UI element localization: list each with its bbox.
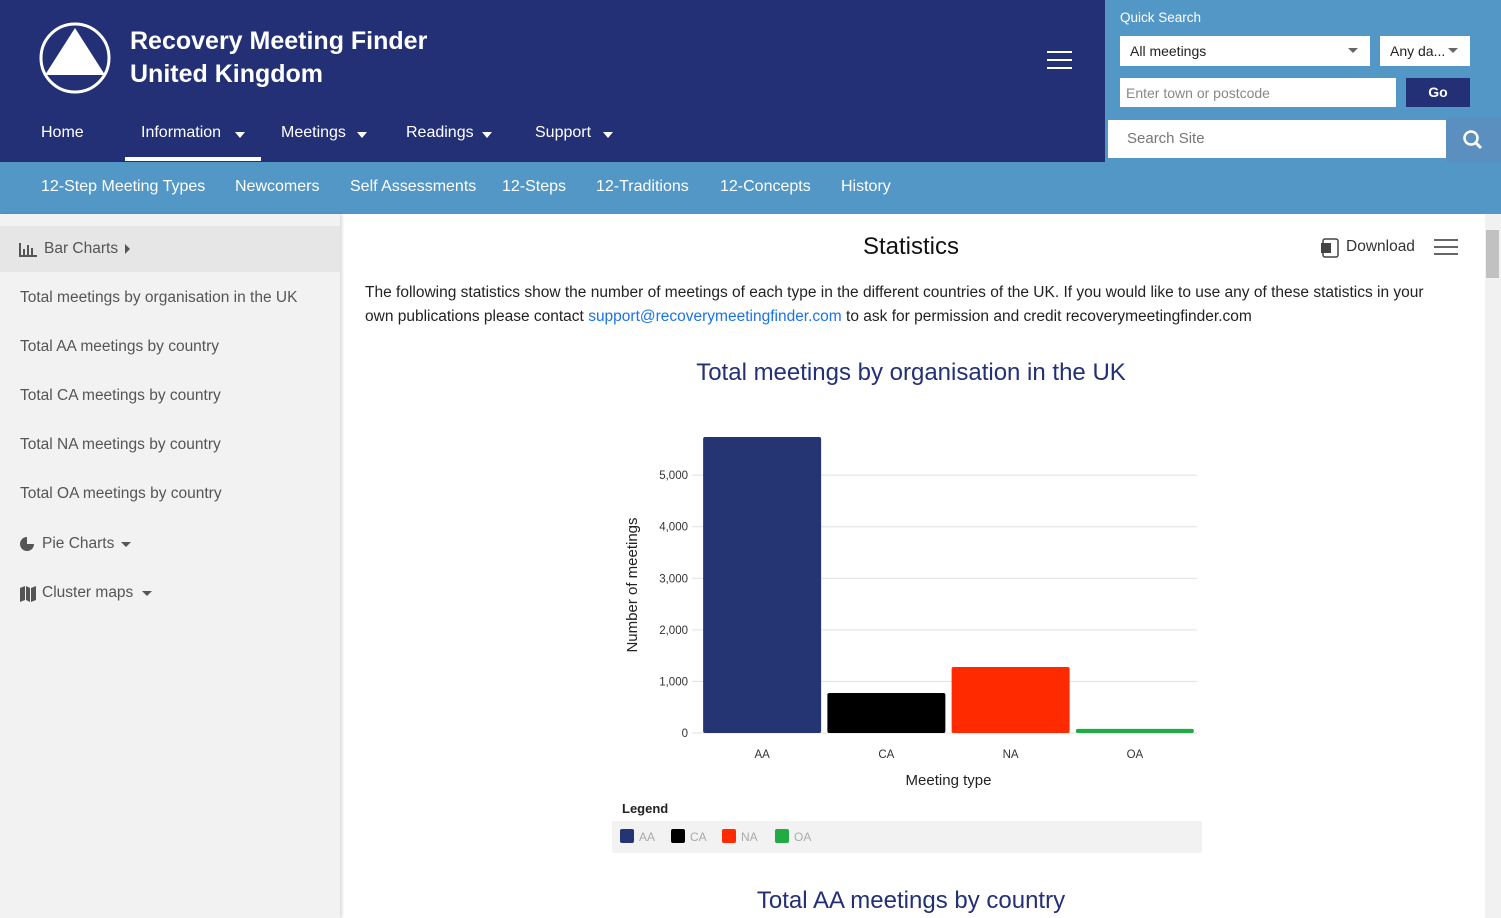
y-tick-label: 2,000 (659, 625, 688, 637)
sidebar (0, 214, 340, 918)
intro-text: to ask for permission and credit recover… (846, 308, 1252, 325)
scrollbar-thumb[interactable] (1486, 230, 1499, 278)
section-heading: Total AA meetings by country (756, 887, 1066, 914)
sidebar-section[interactable]: Cluster maps (42, 584, 134, 601)
subnav-link[interactable]: 12-Step Meeting Types (41, 178, 206, 195)
intro: The following statistics show the number… (365, 281, 1455, 329)
sidebar-section[interactable]: Bar Charts (44, 240, 119, 257)
bar (1075, 728, 1194, 733)
meeting-select[interactable]: All meetings (1120, 36, 1370, 66)
nav-link[interactable]: Information (141, 124, 222, 141)
legend-swatch (775, 829, 789, 843)
sidebar-icons (19, 243, 130, 257)
legend-swatch (722, 829, 736, 843)
sidebar-link[interactable]: Total OA meetings by country (20, 485, 222, 502)
sidebar-link[interactable]: Total NA meetings by country (20, 436, 221, 453)
page-title: Statistics (862, 233, 960, 260)
subnav-link[interactable]: 12-Steps (502, 178, 567, 195)
nav-link[interactable]: Home (41, 124, 84, 141)
legend-box (612, 821, 1202, 853)
bar (703, 437, 822, 733)
toolbar-icons (1321, 238, 1458, 258)
legend-label: AA (639, 830, 655, 844)
nav-link[interactable]: Meetings (281, 124, 346, 141)
legend-title: Legend (622, 801, 668, 816)
go-button[interactable]: Go (1406, 78, 1470, 107)
logo (39, 22, 111, 94)
nav-link[interactable]: Readings (406, 124, 474, 141)
download-button[interactable]: Download (1346, 238, 1415, 255)
sidebar-active (0, 226, 340, 272)
search-button[interactable] (1446, 118, 1501, 162)
legend-swatch (620, 829, 634, 843)
legend-swatch (671, 829, 685, 843)
sidebar-icons (20, 536, 152, 602)
email-link[interactable]: support@recoverymeetingfinder.com (588, 308, 842, 325)
y-tick-label: 3,000 (659, 573, 688, 585)
chart-title: Total meetings by organisation in the UK (696, 359, 1126, 386)
x-tick-label: NA (1003, 749, 1019, 761)
subnav (0, 162, 1501, 214)
bar (827, 693, 946, 733)
site-subtitle: United Kingdom (130, 60, 324, 88)
y-tick-label: 4,000 (659, 522, 688, 534)
header (0, 0, 1105, 162)
sidebar-section[interactable]: Pie Charts (42, 535, 115, 552)
bar (951, 666, 1070, 733)
x-tick-label: CA (878, 749, 894, 761)
x-axis-label: Meeting type (906, 772, 992, 789)
location-input[interactable]: Enter town or postcode (1120, 78, 1396, 107)
nav-decor (125, 132, 613, 161)
legend-label: NA (741, 830, 758, 844)
select-arrows (1348, 48, 1458, 53)
menu-button[interactable] (1046, 50, 1074, 70)
sidebar-link[interactable]: Total AA meetings by country (20, 338, 220, 355)
x-tick-label: AA (754, 749, 770, 761)
site-search-input[interactable]: Search Site (1108, 120, 1446, 158)
subnav-link[interactable]: 12-Concepts (720, 178, 811, 195)
subnav-link[interactable]: History (841, 178, 891, 195)
nav-link[interactable]: Support (535, 124, 592, 141)
y-tick-label: 0 (682, 728, 688, 740)
chart: 0 1,000 2,000 3,000 4,000 5,000 AA CA NA OA Meetin… (612, 437, 1202, 853)
scrollbar[interactable] (1485, 214, 1501, 918)
y-axis-label: Number of meetings (624, 517, 641, 652)
sidebar-link[interactable]: Total CA meetings by country (20, 387, 221, 404)
legend-label: OA (794, 830, 811, 844)
subnav-link[interactable]: 12-Traditions (596, 178, 689, 195)
y-tick-label: 1,000 (659, 676, 688, 688)
site-title: Recovery Meeting Finder (130, 27, 428, 55)
subnav-link[interactable]: Newcomers (235, 178, 320, 195)
sidebar-link[interactable]: Total meetings by organisation in the UK (20, 289, 298, 306)
subnav-link[interactable]: Self Assessments (350, 178, 477, 195)
x-tick-label: OA (1127, 749, 1144, 761)
legend-label: CA (690, 830, 707, 844)
intro-text: The following statistics show the number… (365, 284, 1424, 325)
quick-search-label: Quick Search (1120, 10, 1202, 25)
y-tick-label: 5,000 (659, 470, 688, 482)
